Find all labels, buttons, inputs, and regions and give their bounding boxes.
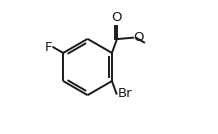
Text: Br: Br — [118, 87, 133, 100]
Text: O: O — [112, 11, 122, 24]
Text: F: F — [45, 41, 53, 54]
Text: O: O — [134, 31, 144, 44]
